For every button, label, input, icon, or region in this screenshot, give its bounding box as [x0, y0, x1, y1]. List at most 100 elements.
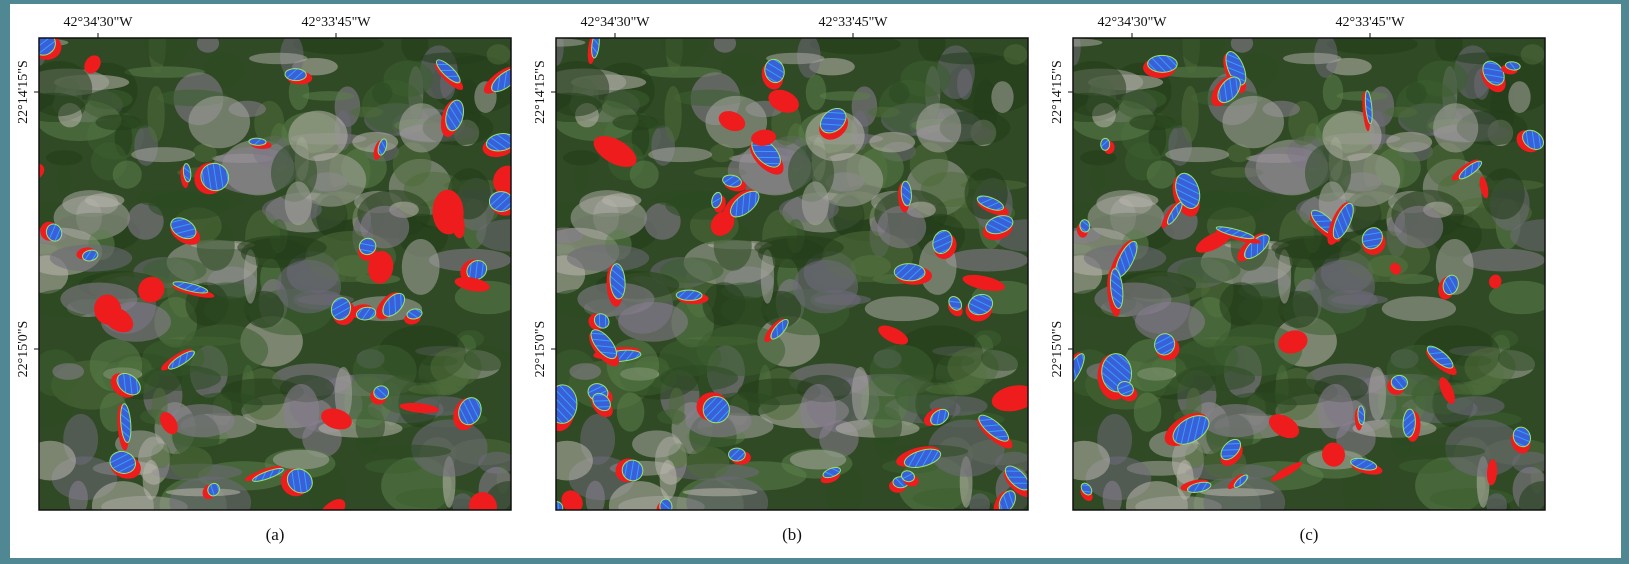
terrain-patch [1222, 96, 1284, 148]
x-coordinate-label: 42°33'45"W [301, 15, 371, 30]
terrain-patch [543, 61, 609, 116]
x-coordinate-label: 42°34'30"W [580, 15, 650, 30]
y-coordinate-label: 22°14'15"S [16, 60, 31, 124]
map-image [4, 11, 543, 532]
terrain-patch [877, 206, 926, 249]
terrain-patch [1004, 44, 1028, 65]
terrain-patch [660, 460, 677, 500]
terrain-patch [806, 75, 827, 111]
terrain-patch [541, 441, 593, 481]
terrain-patch [1510, 219, 1577, 251]
terrain-patch [957, 68, 972, 99]
terrain-patch [1385, 107, 1418, 118]
terrain-patch [869, 132, 915, 153]
terrain-patch [1406, 82, 1426, 104]
terrain-patch [365, 459, 422, 473]
blue-area [1101, 138, 1110, 150]
terrain-patch [819, 91, 871, 101]
terrain-patch [686, 476, 768, 528]
terrain-patch [617, 392, 645, 431]
terrain-patch [865, 296, 939, 321]
blue-area [547, 384, 577, 423]
terrain-patch [1134, 392, 1162, 431]
terrain-patch [714, 34, 736, 53]
terrain-patch [793, 260, 858, 314]
terrain-patch [293, 34, 384, 54]
terrain-patch [981, 346, 1027, 371]
terrain-patch [1271, 235, 1360, 259]
terrain-patch [1322, 111, 1381, 161]
terrain-patch [147, 86, 164, 143]
terrain-patch [632, 430, 681, 457]
terrain-patch [1406, 445, 1485, 458]
terrain-patch [659, 365, 738, 391]
terrain-patch [244, 249, 257, 303]
terrain-patch [1382, 296, 1456, 321]
terrain-patch [52, 363, 84, 380]
terrain-patch [604, 89, 649, 109]
y-coordinate-label: 22°14'15"S [533, 60, 548, 124]
terrain-patch [1200, 488, 1275, 496]
terrain-patch [402, 239, 440, 295]
terrain-patch [1369, 367, 1386, 421]
terrain-patch [1050, 39, 1103, 47]
terrain-patch [1323, 75, 1344, 111]
terrain-patch [969, 493, 990, 516]
x-coordinate-label: 42°34'30"W [63, 15, 133, 30]
map-image [1038, 11, 1577, 532]
terrain-patch [1181, 86, 1198, 143]
terrain-patch [889, 82, 909, 104]
x-coordinate-label: 42°34'30"W [1097, 15, 1167, 30]
blue-area [728, 448, 745, 461]
terrain-patch [1058, 441, 1110, 481]
terrain-patch [563, 150, 600, 165]
terrain-patch [683, 488, 758, 496]
terrain-patch [57, 162, 71, 192]
terrain-patch [1147, 160, 1176, 188]
terrain-patch [1519, 481, 1567, 526]
terrain-patch [1447, 396, 1505, 416]
terrain-patch [1278, 249, 1291, 303]
terrain-patch [602, 193, 641, 207]
terrain-patch [802, 181, 829, 225]
terrain-patch [46, 150, 83, 165]
terrain-patch [1094, 282, 1171, 315]
terrain-patch [991, 81, 1013, 113]
terrain-patch [1498, 346, 1544, 371]
terrain-patch [188, 96, 250, 148]
terrain-patch [1336, 91, 1388, 101]
terrain-patch [1091, 162, 1105, 192]
terrain-patch [937, 52, 1002, 64]
terrain-patch [870, 345, 934, 396]
terrain-patch [464, 346, 510, 371]
terrain-patch [288, 111, 347, 161]
terrain-patch [916, 103, 961, 152]
terrain-patch [654, 190, 719, 207]
terrain-patch [1310, 260, 1375, 314]
terrain-patch [533, 39, 586, 47]
terrain-patch [1521, 44, 1545, 65]
terrain-patch [687, 446, 730, 479]
terrain-patch [569, 363, 601, 380]
terrain-patch [476, 219, 543, 251]
terrain-patch [276, 260, 341, 314]
terrain-patch [487, 44, 511, 65]
panel-caption: (a) [266, 525, 285, 544]
terrain-patch [142, 365, 221, 391]
terrain-patch [946, 249, 1028, 272]
blue-area [1147, 55, 1177, 72]
terrain-patch [1331, 294, 1388, 305]
terrain-patch [351, 107, 384, 118]
blue-area [374, 386, 389, 400]
terrain-patch [754, 235, 843, 259]
terrain-patch [868, 107, 901, 118]
terrain-patch [1203, 476, 1285, 528]
terrain-patch [1327, 34, 1418, 54]
terrain-patch [197, 34, 219, 53]
terrain-patch [1394, 206, 1443, 249]
terrain-patch [137, 190, 202, 207]
terrain-patch [648, 147, 712, 162]
terrain-patch [567, 244, 649, 271]
terrain-patch [852, 367, 869, 421]
terrain-patch [574, 162, 588, 192]
